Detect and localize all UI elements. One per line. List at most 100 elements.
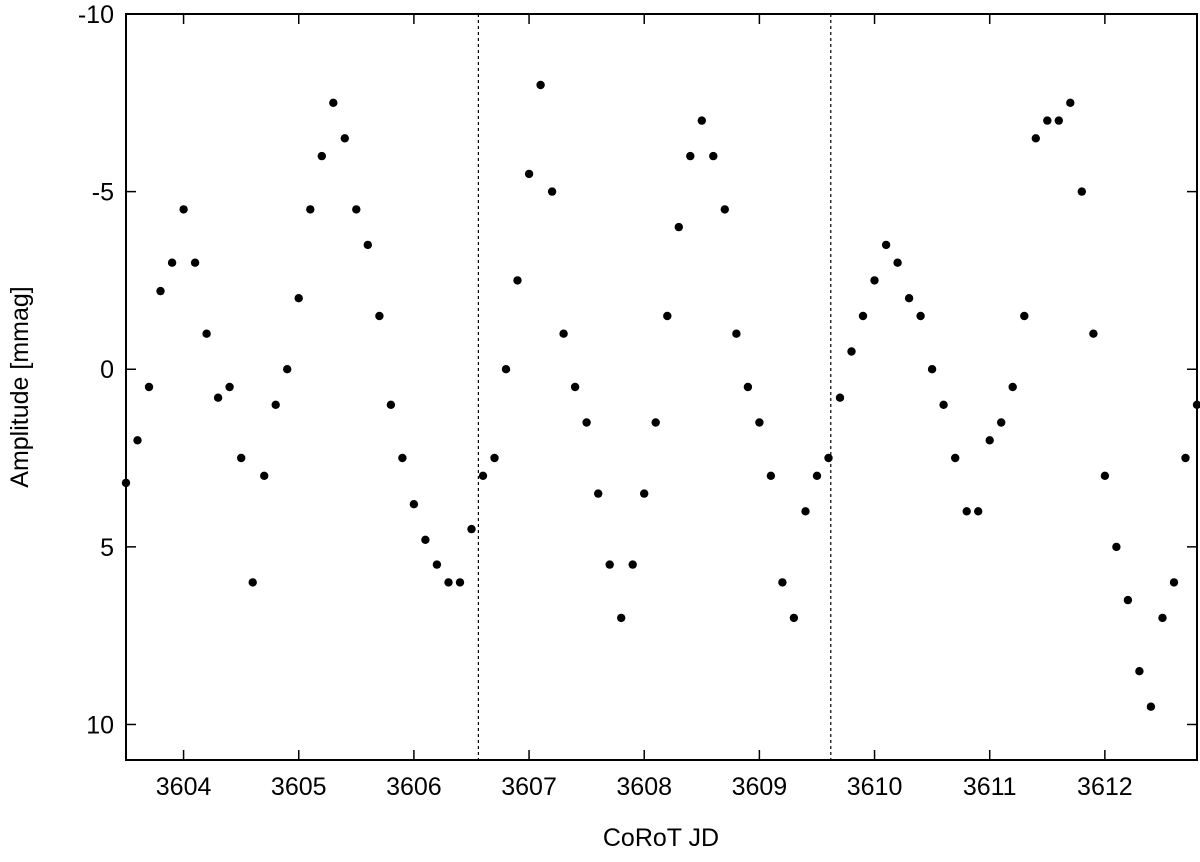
data-point	[1054, 116, 1064, 125]
data-point	[1031, 134, 1041, 143]
data-point	[939, 400, 948, 409]
x-axis-title: CoRoT JD	[603, 824, 719, 852]
data-point	[213, 393, 223, 402]
y-axis-title: Amplitude [mmag]	[6, 286, 34, 487]
data-point	[133, 436, 142, 445]
data-point	[386, 400, 396, 409]
data-point	[801, 507, 810, 516]
y-tick-label: 5	[100, 534, 114, 562]
data-point	[340, 134, 349, 143]
y-tick-label: 10	[86, 711, 114, 739]
data-point	[398, 453, 407, 463]
data-point	[663, 311, 672, 321]
x-tick-label: 3608	[616, 773, 672, 801]
data-point	[1112, 542, 1121, 552]
data-point	[1008, 382, 1017, 392]
data-point	[1181, 453, 1190, 463]
data-point	[709, 151, 718, 161]
data-point	[547, 187, 557, 196]
x-tick-label: 3605	[271, 773, 327, 801]
x-tick-label: 3612	[1077, 773, 1133, 801]
data-point	[651, 418, 660, 427]
data-point	[202, 329, 211, 338]
data-point	[1123, 595, 1133, 605]
data-point	[248, 578, 257, 587]
data-point	[570, 382, 580, 392]
data-point	[858, 311, 868, 321]
data-point	[237, 453, 246, 463]
data-point	[144, 382, 154, 392]
data-point	[789, 613, 799, 623]
data-point	[835, 393, 845, 402]
data-point	[225, 382, 234, 392]
x-tick-label: 3604	[156, 773, 212, 801]
data-point	[1089, 329, 1098, 338]
data-point	[317, 151, 326, 161]
data-point	[1100, 471, 1110, 480]
data-point	[467, 524, 476, 534]
x-axis-ticks: 3604 3605 3606 3607 3608 3609 3610 3611 3612	[156, 14, 1133, 801]
data-point	[167, 258, 177, 267]
data-point	[1135, 667, 1144, 676]
data-point	[881, 240, 891, 250]
data-point	[962, 507, 971, 516]
data-point	[1169, 578, 1179, 587]
data-point	[605, 560, 614, 569]
data-point	[478, 471, 488, 480]
data-point	[306, 205, 315, 214]
data-point	[190, 258, 200, 267]
data-point	[812, 471, 822, 480]
data-point	[674, 222, 683, 232]
x-tick-label: 3607	[501, 773, 557, 801]
data-point	[421, 535, 430, 544]
data-point	[720, 205, 729, 214]
data-point	[985, 436, 994, 445]
x-tick-label: 3611	[963, 773, 1017, 801]
data-point	[893, 258, 902, 267]
data-point	[974, 507, 983, 516]
data-point	[329, 98, 338, 108]
data-point	[444, 578, 453, 587]
data-point	[640, 489, 649, 498]
data-point	[455, 578, 465, 587]
data-point	[294, 294, 303, 303]
data-point	[375, 311, 384, 321]
data-point	[1066, 98, 1075, 108]
y-tick-label: 0	[100, 356, 114, 384]
data-point	[283, 365, 292, 374]
data-point	[260, 471, 269, 480]
data-point	[766, 471, 776, 480]
data-point	[271, 400, 280, 409]
data-point	[847, 347, 856, 356]
data-point	[179, 205, 188, 214]
data-point	[1158, 613, 1167, 623]
x-tick-label: 3609	[732, 773, 788, 801]
data-point	[997, 418, 1006, 427]
data-point	[352, 205, 361, 214]
plot-frame	[125, 13, 1198, 761]
data-point	[582, 418, 591, 427]
y-axis-ticks: -10 -5 0 5 10	[78, 1, 1197, 739]
data-point	[755, 418, 764, 427]
data-point	[559, 329, 568, 338]
x-tick-label: 3610	[847, 773, 903, 801]
data-point	[870, 276, 879, 285]
data-point	[490, 453, 499, 463]
data-point	[501, 365, 511, 374]
data-point	[432, 560, 442, 569]
data-point	[1020, 311, 1029, 321]
y-tick-label: -5	[92, 179, 114, 207]
data-point	[686, 151, 695, 161]
data-point	[1077, 187, 1087, 196]
x-tick-label: 3606	[386, 773, 442, 801]
data-point	[732, 329, 741, 338]
data-point	[951, 453, 960, 463]
data-point	[156, 286, 165, 296]
data-point	[778, 578, 787, 587]
reference-lines	[477, 14, 832, 760]
data-points	[121, 80, 1200, 711]
data-point	[824, 453, 833, 463]
data-point	[1043, 116, 1052, 125]
